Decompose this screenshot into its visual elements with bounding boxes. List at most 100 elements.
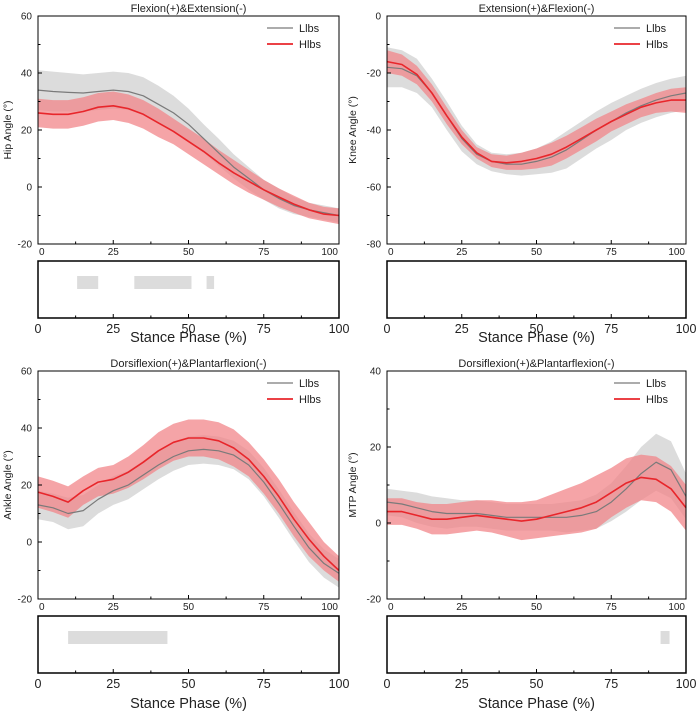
significance-bar — [660, 631, 670, 644]
sd-band-hlbs — [387, 50, 686, 170]
x-tick-label: 25 — [108, 247, 120, 258]
y-tick-label: 20 — [21, 481, 33, 492]
y-tick-label: 60 — [21, 12, 33, 23]
y-tick-label: -80 — [367, 240, 382, 251]
significance-bar — [68, 631, 168, 644]
sd-band-hlbs — [38, 91, 339, 225]
y-tick-label: 0 — [375, 12, 381, 23]
legend-label-llbs: Llbs — [646, 378, 667, 390]
x-tick-label: 100 — [321, 247, 338, 258]
y-tick-label: -60 — [367, 183, 382, 194]
significance-frame — [386, 615, 687, 674]
sig-x-tick-label: 75 — [257, 322, 271, 336]
legend-label-hlbs: Hlbs — [299, 39, 322, 51]
plot-frame — [386, 15, 687, 245]
x-axis-label: Stance Phase (%) — [478, 330, 595, 346]
series-line-llbs — [37, 448, 340, 574]
legend-label-llbs: Llbs — [299, 23, 320, 35]
chart-title: Dorsiflexion(+)&Plantarflexion(-) — [458, 358, 614, 370]
y-tick-label: -20 — [18, 240, 33, 251]
y-axis-label: MTP Angle (°) — [347, 452, 359, 517]
x-tick-label: 25 — [456, 602, 468, 613]
x-tick-label: 100 — [668, 247, 685, 258]
chart-panel-2: Extension(+)&Flexion(-) -80 -60 -40 -20 0 0 25 5… — [347, 3, 696, 346]
x-tick-label: 0 — [39, 247, 45, 258]
chart-panel-1: Flexion(+)&Extension(-) -20 0 20 40 60 0 25 50 75… — [2, 3, 349, 346]
x-tick-label: 100 — [668, 602, 685, 613]
series-line-hlbs — [386, 60, 686, 164]
sig-x-tick-label: 100 — [329, 677, 350, 691]
y-tick-label: -20 — [18, 595, 33, 606]
sig-x-tick-label: 100 — [329, 322, 350, 336]
sig-x-tick-label: 0 — [384, 677, 391, 691]
sig-x-tick-label: 75 — [604, 322, 618, 336]
sig-x-tick-label: 75 — [257, 677, 271, 691]
sig-x-tick-label: 50 — [182, 322, 196, 336]
sig-x-tick-label: 50 — [182, 677, 196, 691]
y-tick-label: -20 — [367, 69, 382, 80]
sd-band-hlbs — [387, 454, 686, 541]
chart-panel-3: Dorsiflexion(+)&Plantarflexion(-) -20 0 20 4… — [2, 358, 349, 712]
sig-x-tick-label: 25 — [106, 677, 120, 691]
y-tick-label: 0 — [26, 538, 32, 549]
x-axis-label: Stance Phase (%) — [130, 696, 247, 712]
y-tick-label: 0 — [26, 183, 32, 194]
y-tick-label: -20 — [367, 595, 382, 606]
x-tick-label: 50 — [183, 602, 195, 613]
y-axis-label: Ankle Angle (°) — [2, 450, 14, 520]
x-tick-label: 25 — [108, 602, 120, 613]
x-tick-label: 75 — [258, 602, 270, 613]
sig-x-tick-label: 100 — [676, 677, 697, 691]
x-axis-label: Stance Phase (%) — [130, 330, 247, 346]
y-tick-label: 40 — [370, 367, 382, 378]
chart-title: Extension(+)&Flexion(-) — [479, 3, 595, 15]
sig-x-tick-label: 25 — [455, 322, 469, 336]
legend-label-llbs: Llbs — [646, 23, 667, 35]
x-tick-label: 0 — [39, 602, 45, 613]
series-line-hlbs — [387, 476, 687, 522]
significance-bar — [77, 276, 99, 289]
significance-frame — [37, 260, 340, 319]
significance-bar — [206, 276, 215, 289]
series-line-hlbs — [37, 437, 340, 572]
x-tick-label: 50 — [183, 247, 195, 258]
x-tick-label: 75 — [606, 602, 618, 613]
chart-title: Dorsiflexion(+)&Plantarflexion(-) — [110, 358, 266, 370]
x-tick-label: 75 — [606, 247, 618, 258]
sd-band-hlbs — [38, 419, 339, 582]
x-tick-label: 50 — [531, 602, 543, 613]
significance-frame — [37, 615, 340, 674]
series-line-llbs — [37, 89, 340, 217]
y-tick-label: -40 — [367, 126, 382, 137]
chart-panel-4: Dorsiflexion(+)&Plantarflexion(-) -20 0 20 4… — [347, 358, 696, 712]
x-tick-label: 100 — [321, 602, 338, 613]
sig-x-tick-label: 0 — [35, 322, 42, 336]
y-tick-label: 20 — [21, 126, 33, 137]
x-tick-label: 0 — [388, 247, 394, 258]
significance-frame — [386, 260, 687, 319]
y-axis-label: Hip Angle (°) — [2, 100, 14, 159]
y-tick-label: 40 — [21, 69, 33, 80]
legend-label-hlbs: Hlbs — [299, 394, 322, 406]
sig-x-tick-label: 75 — [604, 677, 618, 691]
y-tick-label: 40 — [21, 424, 33, 435]
y-axis-label: Knee Angle (°) — [347, 96, 359, 164]
legend-label-llbs: Llbs — [299, 378, 320, 390]
legend-label-hlbs: Hlbs — [646, 39, 669, 51]
x-tick-label: 75 — [258, 247, 270, 258]
x-axis-label: Stance Phase (%) — [478, 696, 595, 712]
x-tick-label: 0 — [388, 602, 394, 613]
sig-x-tick-label: 0 — [384, 322, 391, 336]
significance-bar — [134, 276, 192, 289]
legend-label-hlbs: Hlbs — [646, 394, 669, 406]
y-tick-label: 20 — [370, 443, 382, 454]
y-tick-label: 60 — [21, 367, 33, 378]
sig-x-tick-label: 100 — [676, 322, 697, 336]
y-tick-label: 0 — [375, 519, 381, 530]
x-tick-label: 50 — [531, 247, 543, 258]
sig-x-tick-label: 25 — [106, 322, 120, 336]
sig-x-tick-label: 25 — [455, 677, 469, 691]
chart-title: Flexion(+)&Extension(-) — [131, 3, 247, 15]
sig-x-tick-label: 50 — [530, 677, 544, 691]
